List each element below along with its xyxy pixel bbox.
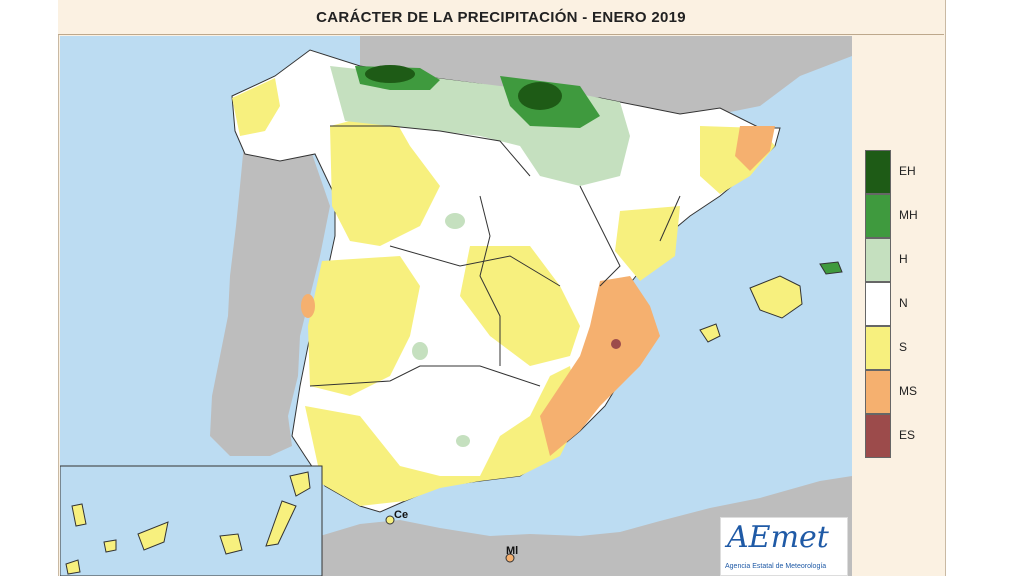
africa-land xyxy=(310,476,852,576)
precipitation-map: Ce Ml xyxy=(60,36,852,576)
south-dry xyxy=(305,366,580,506)
logo-subtitle: Agencia Estatal de Meteorología xyxy=(725,563,827,570)
legend-label-s: S xyxy=(899,340,908,354)
legend-label-ms: MS xyxy=(899,384,917,398)
legend-label-h: H xyxy=(899,252,908,266)
tenerife-island xyxy=(137,521,169,551)
legend-label-n: N xyxy=(899,296,908,310)
ceuta-label: Ce xyxy=(394,509,408,521)
title-bar: CARÁCTER DE LA PRECIPITACIÓN - ENERO 201… xyxy=(58,0,944,35)
aragon-east-dry xyxy=(615,206,680,281)
humid-spot-3 xyxy=(456,435,470,447)
humid-spot-2 xyxy=(412,342,428,360)
aemet-logo: AEmet Agencia Estatal de Meteorología xyxy=(720,517,848,576)
es-spot xyxy=(611,339,621,349)
legend-swatch-ms xyxy=(865,370,891,414)
legend-label-es: ES xyxy=(899,428,916,442)
legend-swatch-n xyxy=(865,282,891,326)
east-central-dry xyxy=(460,246,580,366)
mallorca-island xyxy=(749,275,803,319)
la-palma-island xyxy=(71,503,87,527)
eh-spot-1 xyxy=(365,65,415,83)
map-title: CARÁCTER DE LA PRECIPITACIÓN - ENERO 201… xyxy=(316,8,686,26)
melilla-marker xyxy=(505,553,515,563)
extremely-humid-areas xyxy=(365,65,562,110)
logo-text: AEmet xyxy=(727,520,829,555)
menorca-island xyxy=(819,261,843,275)
ibiza-island xyxy=(699,323,721,343)
galicia-dry xyxy=(232,78,280,136)
central-west-dry xyxy=(308,256,420,396)
valencia-very-dry xyxy=(540,276,660,456)
melilla-label: Ml xyxy=(506,545,518,557)
ms-spot-west xyxy=(301,294,315,318)
ceuta-marker xyxy=(385,515,395,525)
region-borders xyxy=(309,125,681,387)
france-land xyxy=(360,36,852,118)
legend-swatch-mh xyxy=(865,194,891,238)
gran-canaria-island xyxy=(219,533,243,555)
legend-panel: EH MH H N S MS ES xyxy=(855,36,943,576)
humid-spot-1 xyxy=(445,213,465,229)
portugal-land xyxy=(210,144,330,456)
canary-inset xyxy=(60,465,323,576)
legend-swatch-s xyxy=(865,326,891,370)
legend-swatch-eh xyxy=(865,150,891,194)
lanzarote-island xyxy=(289,471,311,497)
dry-areas xyxy=(232,78,775,506)
legend-swatch-es xyxy=(865,414,891,458)
legend-label-eh: EH xyxy=(899,164,916,178)
legend-swatch-h xyxy=(865,238,891,282)
el-hierro-island xyxy=(65,559,81,575)
catalonia-very-dry xyxy=(735,126,775,171)
la-gomera-island xyxy=(103,539,117,553)
fuerteventura-island xyxy=(265,500,297,547)
map-svg: Ce Ml xyxy=(60,36,852,576)
legend-label-mh: MH xyxy=(899,208,918,222)
eh-spot-2 xyxy=(518,82,562,110)
meseta-north-dry xyxy=(330,111,440,246)
very-dry-areas xyxy=(301,126,775,456)
